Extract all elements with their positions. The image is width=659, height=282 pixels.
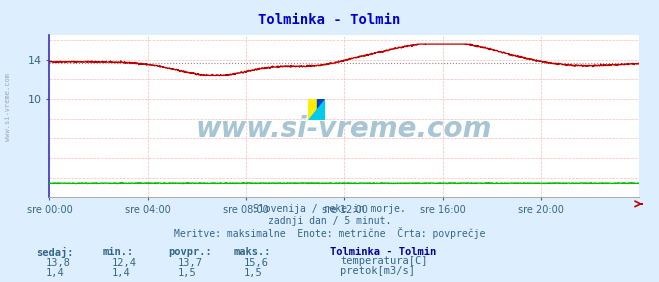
Text: pretok[m3/s]: pretok[m3/s] bbox=[340, 266, 415, 276]
Text: 13,8: 13,8 bbox=[46, 258, 71, 268]
Bar bbox=[308, 99, 317, 120]
Text: Meritve: maksimalne  Enote: metrične  Črta: povprečje: Meritve: maksimalne Enote: metrične Črta… bbox=[174, 227, 485, 239]
Text: 12,4: 12,4 bbox=[112, 258, 137, 268]
Bar bbox=[317, 99, 325, 120]
Text: www.si-vreme.com: www.si-vreme.com bbox=[196, 115, 492, 143]
Text: zadnji dan / 5 minut.: zadnji dan / 5 minut. bbox=[268, 216, 391, 226]
Text: maks.:: maks.: bbox=[234, 247, 272, 257]
Text: 13,7: 13,7 bbox=[178, 258, 203, 268]
Text: 15,6: 15,6 bbox=[244, 258, 269, 268]
Text: 1,4: 1,4 bbox=[112, 268, 130, 278]
Text: 1,5: 1,5 bbox=[244, 268, 262, 278]
Text: Tolminka - Tolmin: Tolminka - Tolmin bbox=[330, 247, 436, 257]
Text: 1,4: 1,4 bbox=[46, 268, 65, 278]
Text: temperatura[C]: temperatura[C] bbox=[340, 256, 428, 266]
Text: 1,5: 1,5 bbox=[178, 268, 196, 278]
Text: min.:: min.: bbox=[102, 247, 133, 257]
Text: sedaj:: sedaj: bbox=[36, 247, 74, 258]
Text: Tolminka - Tolmin: Tolminka - Tolmin bbox=[258, 13, 401, 27]
Text: povpr.:: povpr.: bbox=[168, 247, 212, 257]
Text: www.si-vreme.com: www.si-vreme.com bbox=[5, 73, 11, 141]
Text: Slovenija / reke in morje.: Slovenija / reke in morje. bbox=[253, 204, 406, 214]
Polygon shape bbox=[308, 99, 325, 120]
